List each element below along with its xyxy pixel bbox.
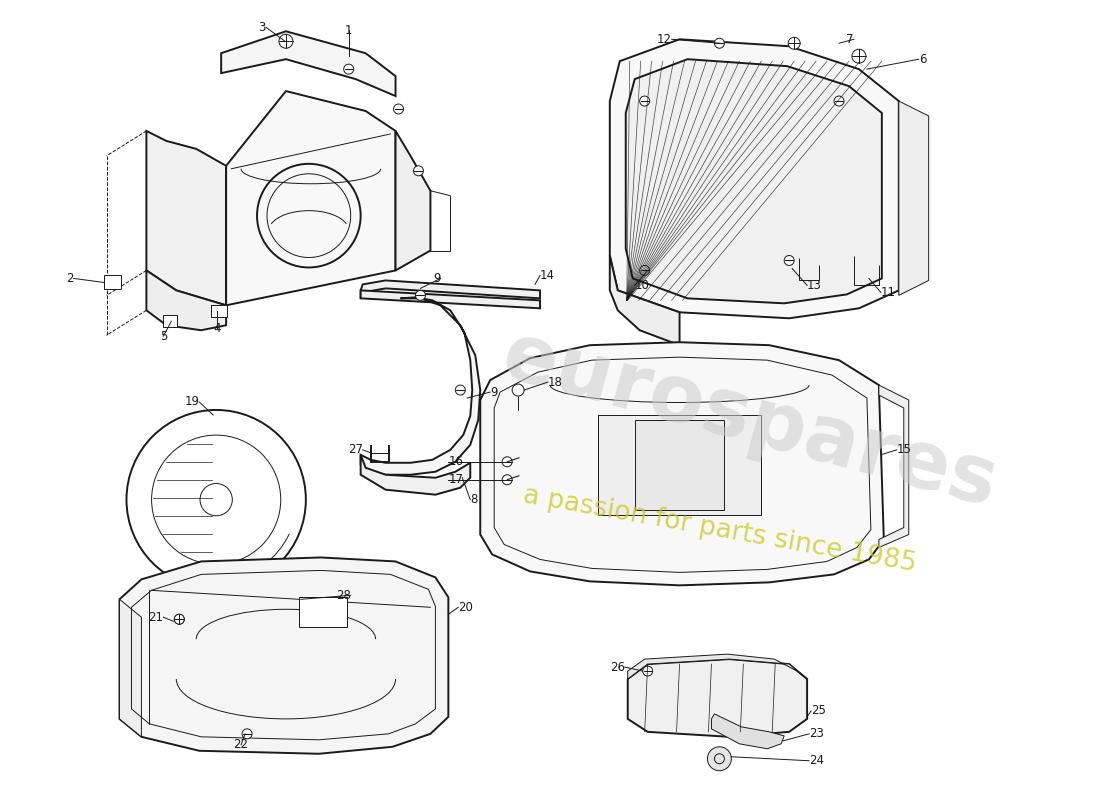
Bar: [299, 598, 346, 627]
Text: 5: 5: [160, 330, 167, 342]
Text: 20: 20: [459, 601, 473, 614]
Text: 25: 25: [811, 705, 826, 718]
Circle shape: [834, 96, 844, 106]
Polygon shape: [361, 290, 540, 308]
Text: 13: 13: [807, 279, 822, 292]
Text: 10: 10: [635, 279, 650, 292]
Polygon shape: [712, 714, 784, 749]
Polygon shape: [626, 59, 882, 303]
Circle shape: [242, 729, 252, 739]
Text: 26: 26: [609, 661, 625, 674]
Text: eurospares: eurospares: [493, 316, 1005, 523]
Circle shape: [455, 385, 465, 395]
Bar: [211, 306, 227, 318]
Circle shape: [707, 746, 732, 770]
Polygon shape: [396, 131, 430, 270]
Polygon shape: [361, 455, 471, 494]
Polygon shape: [609, 255, 680, 345]
Text: 18: 18: [548, 375, 563, 389]
Polygon shape: [899, 101, 928, 295]
Circle shape: [174, 614, 185, 624]
Polygon shape: [361, 281, 540, 298]
Polygon shape: [879, 385, 909, 547]
Polygon shape: [227, 91, 396, 306]
Circle shape: [503, 474, 513, 485]
Text: 16: 16: [449, 455, 463, 468]
Circle shape: [784, 255, 794, 266]
Text: 3: 3: [258, 21, 266, 34]
Circle shape: [174, 614, 185, 624]
Circle shape: [851, 50, 866, 63]
Text: a passion for parts since 1985: a passion for parts since 1985: [520, 482, 918, 577]
Circle shape: [642, 666, 652, 676]
Text: 27: 27: [348, 443, 363, 456]
Polygon shape: [146, 270, 227, 330]
Text: 9: 9: [433, 272, 440, 285]
Circle shape: [503, 457, 513, 466]
Text: 17: 17: [449, 474, 463, 486]
Text: 11: 11: [881, 286, 895, 299]
Polygon shape: [628, 659, 807, 737]
Text: 23: 23: [810, 727, 824, 740]
Polygon shape: [628, 654, 807, 679]
Polygon shape: [597, 415, 761, 514]
Bar: [103, 275, 121, 290]
Text: 8: 8: [471, 493, 477, 506]
Circle shape: [394, 104, 404, 114]
Circle shape: [416, 290, 426, 300]
Polygon shape: [609, 39, 899, 318]
Text: 1: 1: [345, 24, 352, 37]
Circle shape: [714, 38, 725, 48]
Bar: [163, 315, 177, 327]
Polygon shape: [146, 131, 227, 306]
Text: 12: 12: [657, 33, 672, 46]
Polygon shape: [481, 342, 883, 586]
Text: 28: 28: [336, 589, 351, 602]
Text: 2: 2: [66, 272, 74, 285]
Text: 22: 22: [233, 738, 249, 751]
Circle shape: [279, 34, 293, 48]
Polygon shape: [120, 599, 142, 737]
Text: 6: 6: [918, 53, 926, 66]
Circle shape: [640, 266, 650, 275]
Circle shape: [414, 166, 424, 176]
Circle shape: [789, 38, 800, 50]
Text: 21: 21: [148, 610, 163, 624]
Text: 14: 14: [540, 269, 556, 282]
Text: 15: 15: [896, 443, 912, 456]
Text: 19: 19: [184, 395, 199, 409]
Circle shape: [640, 96, 650, 106]
Text: 4: 4: [213, 322, 221, 334]
Text: 9: 9: [491, 386, 497, 398]
Polygon shape: [635, 420, 725, 510]
Text: 7: 7: [846, 33, 854, 46]
Polygon shape: [221, 31, 396, 96]
Polygon shape: [120, 558, 449, 754]
Circle shape: [343, 64, 354, 74]
Polygon shape: [361, 298, 481, 474]
Text: 24: 24: [810, 754, 824, 767]
